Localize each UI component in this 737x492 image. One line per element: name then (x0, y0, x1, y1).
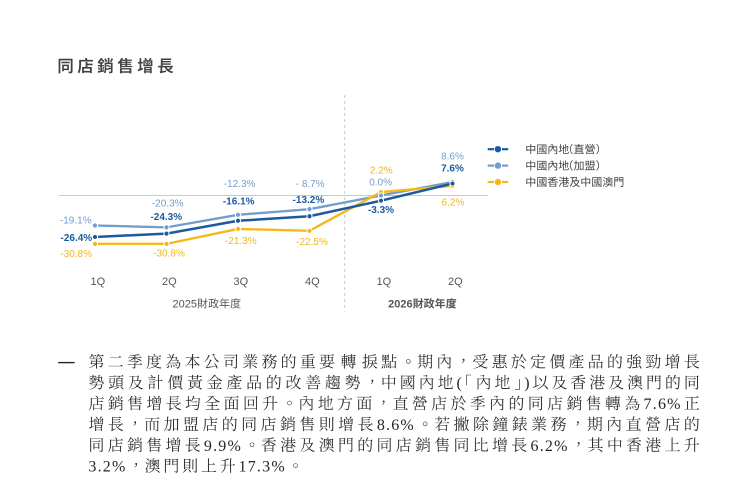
svg-text:-24.3%: -24.3% (150, 212, 182, 223)
svg-text:-26.4%: -26.4% (61, 233, 93, 244)
svg-text:-12.3%: -12.3% (224, 179, 256, 190)
svg-text:-3.3%: -3.3% (368, 205, 394, 216)
svg-text:8.6%: 8.6% (377, 417, 415, 434)
svg-text:2Q: 2Q (448, 276, 463, 288)
svg-text:-30.8%: -30.8% (153, 249, 185, 260)
svg-text:4Q: 4Q (305, 276, 320, 288)
svg-text:17.3%: 17.3% (239, 459, 286, 476)
svg-text:-20.3%: -20.3% (152, 198, 184, 209)
svg-text:3.2%: 3.2% (88, 459, 126, 476)
svg-text:): ) (524, 375, 531, 392)
svg-text:2Q: 2Q (162, 276, 177, 288)
svg-text:2025: 2025 (173, 299, 197, 311)
svg-text:2.2%: 2.2% (370, 165, 393, 176)
svg-text:-30.8%: -30.8% (60, 249, 92, 260)
svg-text:-21.3%: -21.3% (225, 236, 257, 247)
svg-text:- 8.7%: - 8.7% (296, 179, 325, 190)
svg-text:8.6%: 8.6% (441, 152, 464, 163)
svg-text:-19.1%: -19.1% (60, 215, 92, 226)
svg-text:6.2%: 6.2% (442, 197, 465, 208)
svg-text:-13.2%: -13.2% (293, 195, 325, 206)
svg-text:1Q: 1Q (376, 276, 391, 288)
svg-text:9.9%: 9.9% (204, 438, 242, 455)
svg-text:7.6%: 7.6% (644, 396, 682, 413)
svg-text:-16.1%: -16.1% (223, 196, 255, 207)
svg-text:1Q: 1Q (90, 276, 105, 288)
svg-text:2026: 2026 (388, 299, 412, 311)
svg-text:-22.5%: -22.5% (296, 237, 328, 248)
svg-text:(: ( (456, 375, 463, 392)
svg-text:6.2%: 6.2% (531, 438, 569, 455)
svg-text:7.6%: 7.6% (441, 164, 464, 175)
svg-text:3Q: 3Q (233, 276, 248, 288)
svg-text:0.0%: 0.0% (369, 177, 392, 188)
